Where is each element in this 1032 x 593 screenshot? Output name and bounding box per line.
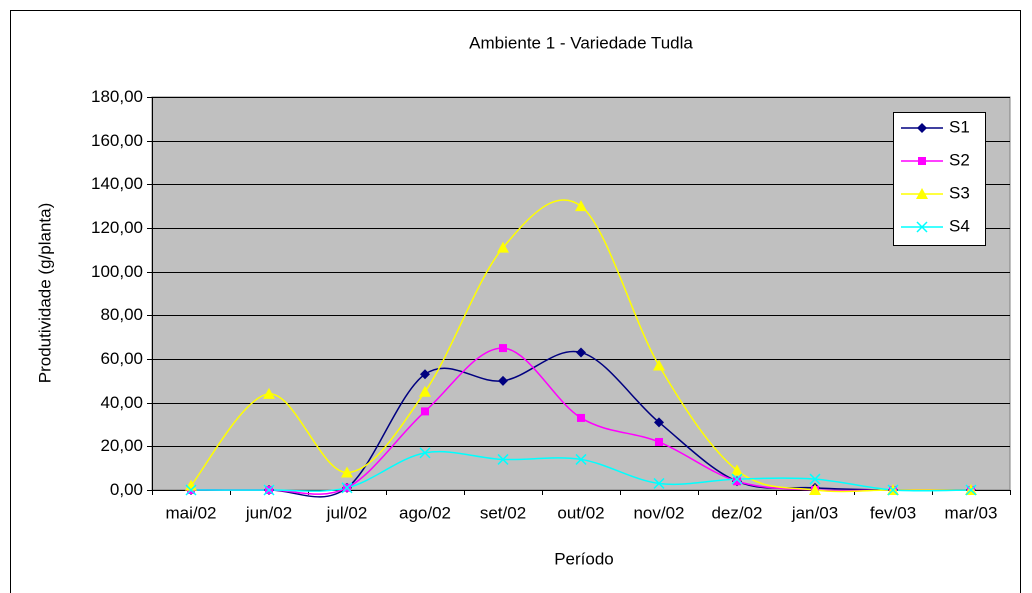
y-tick-label: 120,00 [91,218,143,237]
marker [341,482,353,494]
legend-label: S3 [949,183,970,202]
x-tick-label: jan/03 [791,503,838,522]
marker [916,188,928,199]
marker [965,484,977,496]
legend-label: S1 [949,117,970,136]
y-tick-label: 100,00 [91,262,143,281]
x-tick-label: ago/02 [399,503,451,522]
marker [809,484,821,495]
marker [917,123,927,133]
x-tick-label: mai/02 [165,503,216,522]
marker [576,347,586,358]
marker [577,413,585,422]
x-tick-label: fev/03 [870,503,916,522]
marker [420,369,430,380]
marker [654,417,664,428]
marker [263,387,275,399]
marker [731,473,743,485]
marker [655,437,663,446]
marker [575,453,587,465]
marker [419,385,431,397]
plot-area [151,96,1011,491]
x-tick-label: jul/02 [326,503,368,522]
x-tick-label: mar/03 [945,503,998,522]
y-tick-label: 40,00 [100,393,143,412]
marker [653,359,665,371]
marker [497,241,509,253]
x-tick-label: out/02 [557,503,604,522]
marker [918,157,926,165]
y-axis-label: Produtividade (g/planta) [35,203,54,384]
y-tick-label: 180,00 [91,87,143,106]
marker [575,200,587,212]
marker [733,477,741,486]
marker [731,464,743,476]
marker [809,473,821,485]
y-tick-label: 80,00 [100,305,143,324]
marker [916,221,928,233]
marker [419,447,431,459]
marker [185,484,197,496]
x-tick-label: dez/02 [711,503,762,522]
marker [887,484,899,496]
y-tick-label: 160,00 [91,131,143,150]
legend-label: S2 [949,150,970,169]
y-tick-label: 0,00 [110,480,143,499]
marker [498,375,508,386]
chart-border [10,10,1021,593]
y-tick-label: 20,00 [100,436,143,455]
series-line [190,350,972,498]
marker [421,407,429,416]
y-tick-label: 60,00 [100,349,143,368]
x-tick-label: jun/02 [245,503,292,522]
legend-label: S4 [949,216,970,235]
x-tick-label: set/02 [480,503,526,522]
marker [263,484,275,496]
y-tick-label: 140,00 [91,174,143,193]
x-tick-label: nov/02 [633,503,684,522]
marker [497,453,509,465]
marker [341,466,353,478]
chart-title: Ambiente 1 - Variedade Tudla [469,33,693,52]
marker [499,344,507,353]
legend-box [893,112,986,246]
x-axis-label: Período [554,549,614,568]
marker [653,477,665,489]
